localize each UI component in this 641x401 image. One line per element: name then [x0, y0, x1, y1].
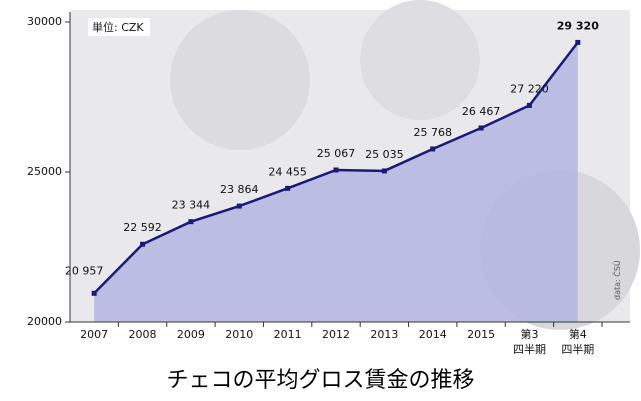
background-coin — [360, 0, 480, 120]
value-label: 24 455 — [268, 165, 307, 178]
value-label: 23 344 — [172, 199, 211, 212]
x-tick-label: 2008 — [128, 328, 157, 341]
marker — [91, 290, 97, 296]
marker — [333, 167, 339, 173]
marker — [188, 219, 194, 225]
x-tick-label: 2014 — [418, 328, 447, 341]
x-tick-label: 2007 — [80, 328, 109, 341]
x-tick-label: 2010 — [225, 328, 254, 341]
marker — [236, 203, 242, 209]
x-tick-label: 2015 — [467, 328, 496, 341]
marker — [478, 125, 484, 131]
x-tick-label: 第3 四半期 — [512, 328, 546, 356]
value-label: 25 035 — [365, 148, 404, 161]
unit-label: 単位: CZK — [88, 18, 150, 36]
value-label: 25 067 — [317, 147, 356, 160]
x-tick-label: 2012 — [322, 328, 350, 341]
source: data: ČSÚ — [613, 260, 622, 300]
value-label: 22 592 — [123, 221, 162, 234]
background-coin — [170, 10, 310, 150]
y-tick-label: 20000 — [27, 315, 62, 328]
marker — [430, 146, 436, 152]
chart-title: チェコの平均グロス賃金の推移 — [166, 368, 475, 393]
value-label: 20 957 — [65, 264, 104, 277]
y-tick-label: 30000 — [27, 15, 62, 28]
value-label: 25 768 — [413, 126, 452, 139]
marker — [140, 241, 146, 247]
x-tick-label: 2009 — [176, 328, 205, 341]
x-tick-label: 2011 — [273, 328, 302, 341]
x-tick-label: 第4 四半期 — [561, 328, 595, 356]
area — [94, 42, 578, 323]
marker — [526, 102, 532, 108]
x-tick-label: 2013 — [370, 328, 399, 341]
marker — [381, 168, 387, 174]
value-label: 26 467 — [462, 105, 501, 118]
value-label: 23 864 — [220, 183, 259, 196]
value-label: 27 220 — [510, 82, 549, 95]
value-label: 29 320 — [557, 19, 599, 32]
marker — [575, 39, 581, 45]
y-tick-label: 25000 — [27, 165, 62, 178]
marker — [285, 185, 291, 191]
